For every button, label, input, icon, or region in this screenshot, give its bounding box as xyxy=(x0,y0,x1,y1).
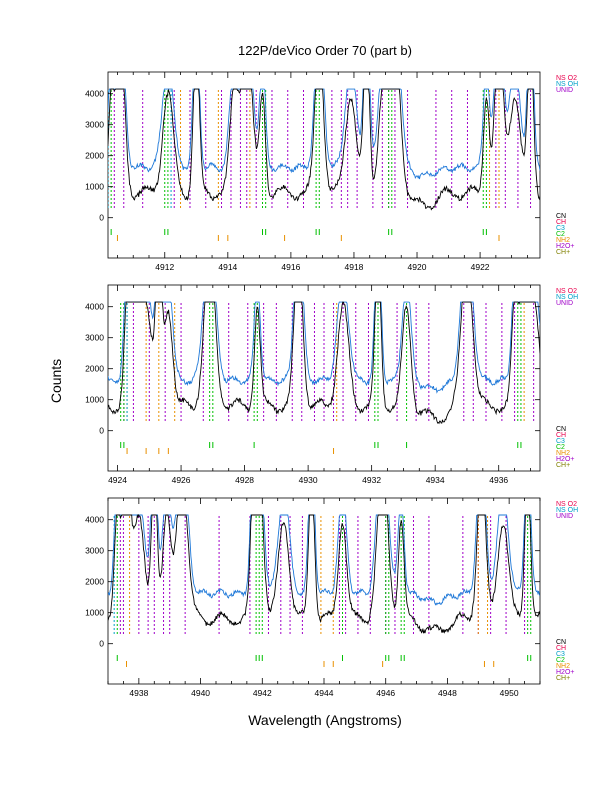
x-tick-label: 4940 xyxy=(191,688,210,698)
observed-spectrum xyxy=(108,88,540,211)
legend-top-item: UNID xyxy=(556,300,573,307)
x-tick-label: 4920 xyxy=(408,262,427,272)
model-spectrum xyxy=(108,514,540,606)
y-axis-title: Counts xyxy=(48,359,64,403)
y-tick-label: 1000 xyxy=(85,608,104,618)
x-tick-label: 4928 xyxy=(235,475,254,485)
observed-spectrum xyxy=(108,301,540,425)
legend-species-item: H2O+ xyxy=(556,669,574,676)
x-tick-label: 4918 xyxy=(344,262,363,272)
x-tick-label: 4942 xyxy=(253,688,272,698)
legend-top-item: NS OH xyxy=(556,294,578,301)
x-tick-label: 4912 xyxy=(155,262,174,272)
legend-top-item: NS O2 xyxy=(556,501,577,508)
legend-top-item: UNID xyxy=(556,513,573,520)
x-tick-label: 4916 xyxy=(281,262,300,272)
legend-species-item: CH xyxy=(556,219,566,226)
legend-species-item: NH2 xyxy=(556,237,570,244)
y-tick-label: 1000 xyxy=(85,182,104,192)
y-tick-label: 4000 xyxy=(85,302,104,312)
y-tick-label: 4000 xyxy=(85,89,104,99)
y-tick-label: 0 xyxy=(99,213,104,223)
plot-area xyxy=(108,513,540,667)
observed-spectrum xyxy=(108,513,540,634)
legend-top-item: NS O2 xyxy=(556,288,577,295)
x-tick-label: 4922 xyxy=(471,262,490,272)
x-axis-title: Wavelength (Angstroms) xyxy=(248,712,402,728)
legend-species-item: C3 xyxy=(556,651,565,658)
x-tick-label: 4948 xyxy=(438,688,457,698)
y-tick-label: 2000 xyxy=(85,151,104,161)
y-tick-label: 2000 xyxy=(85,364,104,374)
legend-species-item: CH+ xyxy=(556,249,570,256)
legend-species-item: CN xyxy=(556,213,566,220)
legend-species-item: CH+ xyxy=(556,462,570,469)
x-tick-label: 4914 xyxy=(218,262,237,272)
y-tick-label: 0 xyxy=(99,639,104,649)
x-tick-label: 4946 xyxy=(376,688,395,698)
y-tick-label: 1000 xyxy=(85,395,104,405)
x-tick-label: 4924 xyxy=(108,475,127,485)
legend-top-item: UNID xyxy=(556,87,573,94)
legend-species-item: H2O+ xyxy=(556,243,574,250)
y-tick-label: 0 xyxy=(99,426,104,436)
x-tick-label: 4926 xyxy=(172,475,191,485)
panel-1: 0 1000 2000 3000 4000 4912 4914 4916 4918 4920 492… xyxy=(85,71,578,272)
x-tick-label: 4936 xyxy=(489,475,508,485)
x-tick-label: 4938 xyxy=(129,688,148,698)
plot-area xyxy=(108,301,540,454)
legend-species-item: C2 xyxy=(556,657,565,664)
legend-species-item: CH xyxy=(556,432,566,439)
panel-3: 0 1000 2000 3000 4000 4938 4940 4942 4944 4946 494… xyxy=(85,497,578,698)
legend-species-item: C2 xyxy=(556,444,565,451)
legend-top-item: NS OH xyxy=(556,507,578,514)
x-tick-label: 4934 xyxy=(426,475,445,485)
legend-species-item: CN xyxy=(556,639,566,646)
legend-species-item: H2O+ xyxy=(556,456,574,463)
chart-title: 122P/deVico Order 70 (part b) xyxy=(238,43,412,58)
plot-area xyxy=(108,88,540,241)
legend-species-item: NH2 xyxy=(556,450,570,457)
x-tick-label: 4950 xyxy=(500,688,519,698)
model-spectrum xyxy=(108,88,540,180)
y-tick-label: 4000 xyxy=(85,515,104,525)
y-tick-label: 3000 xyxy=(85,546,104,556)
legend-species-item: CH xyxy=(556,645,566,652)
x-tick-label: 4944 xyxy=(315,688,334,698)
panels: 0 1000 2000 3000 4000 4912 4914 4916 4918 4920 492… xyxy=(85,71,578,698)
legend-species-item: C3 xyxy=(556,225,565,232)
legend-top-item: NS O2 xyxy=(556,75,577,82)
panel-2: 0 1000 2000 3000 4000 4924 4926 4928 4930 4932 493… xyxy=(85,284,578,485)
legend-species-item: C3 xyxy=(556,438,565,445)
x-tick-label: 4930 xyxy=(299,475,318,485)
x-tick-label: 4932 xyxy=(362,475,381,485)
y-tick-label: 2000 xyxy=(85,577,104,587)
y-tick-label: 3000 xyxy=(85,120,104,130)
legend-species-item: NH2 xyxy=(556,663,570,670)
legend-top-item: NS OH xyxy=(556,81,578,88)
legend-species-item: C2 xyxy=(556,231,565,238)
legend-species-item: CN xyxy=(556,426,566,433)
legend-species-item: CH+ xyxy=(556,675,570,682)
y-tick-label: 3000 xyxy=(85,333,104,343)
plot-frame xyxy=(107,71,541,259)
